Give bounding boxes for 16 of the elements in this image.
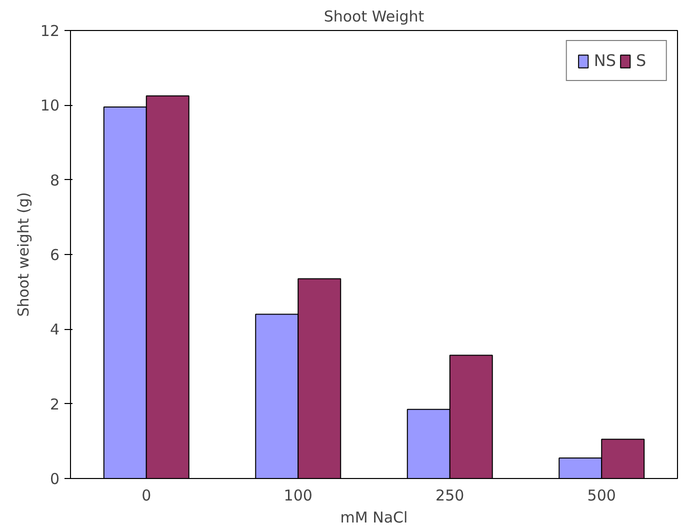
- y-tick-label: 12: [40, 22, 60, 40]
- x-tick-label: 500: [587, 486, 616, 504]
- x-tick-label: 250: [436, 486, 464, 504]
- x-tick-label: 100: [284, 486, 312, 504]
- legend-label: NS: [594, 51, 616, 70]
- y-tick-label: 2: [50, 395, 60, 414]
- legend-label: S: [636, 51, 648, 70]
- y-tick-label: 8: [50, 171, 60, 190]
- x-tick-label: 0: [142, 486, 152, 504]
- y-tick-label: 6: [50, 246, 60, 264]
- y-tick-label: 4: [50, 320, 60, 339]
- chart-title: Shoot Weight: [324, 8, 424, 26]
- x-axis-title: mM NaCl: [340, 508, 408, 526]
- y-tick-label: 0: [50, 470, 60, 488]
- y-axis-title: Shoot weight (g): [14, 192, 32, 317]
- y-tick-label: 10: [40, 96, 60, 115]
